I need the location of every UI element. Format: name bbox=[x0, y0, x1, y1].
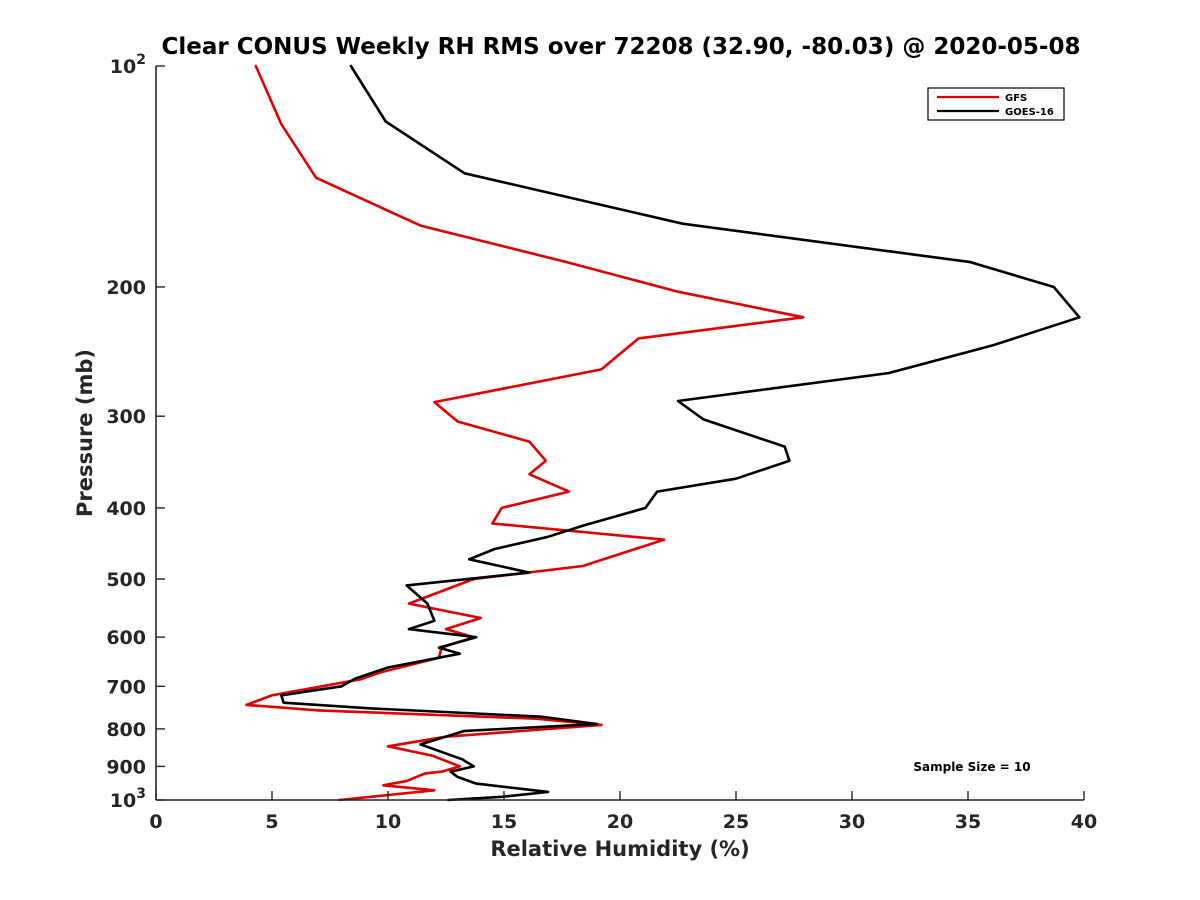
x-tick-label: 15 bbox=[491, 811, 517, 833]
y-tick-label: 900 bbox=[106, 756, 146, 778]
x-tick-label: 0 bbox=[149, 811, 162, 833]
y-axis-label: Pressure (mb) bbox=[73, 349, 97, 517]
y-tick-label: 600 bbox=[106, 627, 146, 649]
legend-label-gfs: GFS bbox=[1005, 93, 1027, 104]
series-line-goes-16 bbox=[279, 64, 1081, 802]
y-tick-label: 400 bbox=[106, 498, 146, 520]
x-tick-label: 40 bbox=[1071, 811, 1097, 833]
plot-background bbox=[156, 66, 1084, 800]
sample-size-annotation: Sample Size = 10 bbox=[913, 760, 1030, 774]
series-line-gfs bbox=[245, 64, 805, 802]
y-tick-label: 200 bbox=[106, 277, 146, 299]
x-tick-label: 35 bbox=[955, 811, 981, 833]
series-layer bbox=[245, 64, 1081, 802]
plot-area: 0 5 10 15 20 25 30 35 40 102 200 300 400 500 600 700 80… bbox=[106, 52, 1097, 833]
y-tick-label: 300 bbox=[106, 406, 146, 428]
x-tick-label: 10 bbox=[375, 811, 401, 833]
y-tick-label: 103 bbox=[110, 786, 146, 812]
y-tick-label: 700 bbox=[106, 676, 146, 698]
y-ticks: 102 200 300 400 500 600 700 800 900 103 bbox=[106, 52, 165, 812]
legend-box bbox=[927, 87, 1065, 121]
x-tick-label: 20 bbox=[607, 811, 633, 833]
legend-label-goes-16: GOES-16 bbox=[1005, 107, 1054, 118]
chart-title: Clear CONUS Weekly RH RMS over 72208 (32… bbox=[162, 34, 1081, 60]
y-tick-label: 800 bbox=[106, 719, 146, 741]
x-tick-label: 30 bbox=[839, 811, 865, 833]
x-axis-label: Relative Humidity (%) bbox=[490, 837, 749, 861]
y-tick-label: 102 bbox=[110, 52, 146, 78]
x-ticks: 0 5 10 15 20 25 30 35 40 bbox=[149, 791, 1097, 833]
x-tick-label: 5 bbox=[265, 811, 278, 833]
y-tick-label: 500 bbox=[106, 569, 146, 591]
legend: GFS GOES-16 bbox=[927, 87, 1065, 121]
x-tick-label: 25 bbox=[723, 811, 749, 833]
